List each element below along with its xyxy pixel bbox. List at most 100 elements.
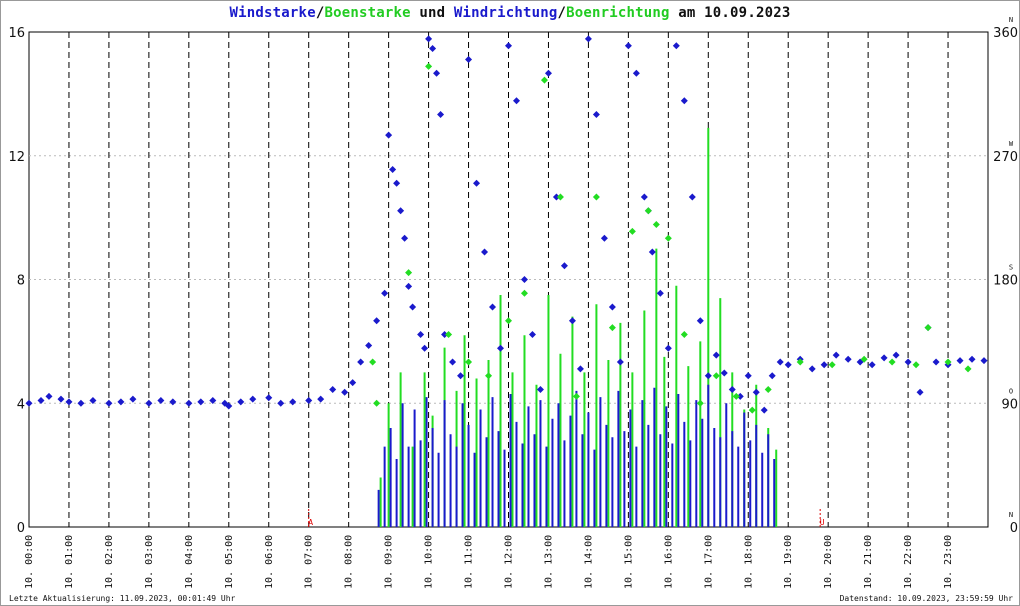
title-boenstarke: Boenstarke — [324, 5, 411, 21]
title-date: am 10.09.2023 — [669, 5, 791, 21]
series-windrichtung-point — [512, 97, 520, 105]
series-boenrichtung-point — [608, 324, 616, 332]
x-tick-label: 10. 16:00 — [663, 535, 674, 589]
series-windrichtung-point — [289, 398, 297, 406]
y-left-tick-label: 16 — [8, 26, 25, 41]
compass-label: N — [1009, 16, 1013, 24]
series-windrichtung-point — [401, 234, 409, 242]
series-windrichtung-point — [489, 303, 497, 311]
series-windrichtung-point — [329, 386, 337, 393]
series-windrichtung-point — [197, 398, 205, 406]
series-windrichtung-point — [616, 358, 624, 366]
series-windrichtung-point — [720, 369, 728, 377]
series-boenrichtung-point — [664, 234, 672, 242]
x-tick-label: 10. 14:00 — [583, 535, 594, 589]
series-windrichtung-point — [868, 361, 876, 369]
series-boenrichtung-point — [485, 372, 493, 380]
series-boenrichtung-point — [828, 361, 836, 369]
series-windrichtung-point — [105, 399, 113, 407]
series-boenrichtung-point — [696, 399, 704, 407]
series-windrichtung-point — [373, 317, 381, 325]
series-windrichtung-point — [880, 354, 888, 362]
series-windrichtung-point — [892, 351, 900, 359]
series-windrichtung-point — [481, 248, 489, 256]
series-boenrichtung-point — [369, 358, 377, 366]
series-windrichtung-point — [844, 355, 852, 363]
series-windrichtung-point — [624, 42, 632, 50]
series-windrichtung-point — [760, 406, 768, 414]
series-boenrichtung-point — [425, 62, 433, 70]
series-boenrichtung-point — [556, 193, 564, 201]
series-windrichtung-point — [640, 193, 648, 201]
series-windrichtung-point — [57, 395, 65, 403]
series-windrichtung-point — [25, 399, 33, 407]
sun-marker-label: A — [308, 518, 313, 527]
y-right-tick-label: 0 — [1010, 521, 1018, 536]
y-left-tick-label: 4 — [17, 397, 25, 412]
y-right-tick-label: 90 — [1001, 397, 1018, 412]
series-windrichtung-point — [497, 344, 505, 352]
x-tick-label: 10. 01:00 — [64, 535, 75, 589]
series-boenrichtung-point — [628, 227, 636, 235]
chart-title: Windstarke/Boenstarke und Windrichtung/B… — [1, 5, 1019, 21]
series-windrichtung-point — [820, 361, 828, 369]
series-windrichtung-point — [425, 35, 433, 43]
x-tick-label: 10. 11:00 — [464, 535, 475, 589]
series-windrichtung-point — [520, 276, 528, 283]
series-windrichtung-point — [37, 397, 45, 404]
series-boenrichtung-point — [944, 358, 952, 366]
series-windrichtung-point — [77, 399, 85, 407]
series-windrichtung-point — [632, 69, 640, 77]
series-windrichtung-point — [576, 365, 584, 373]
series-windrichtung-point — [736, 392, 744, 400]
series-windrichtung-point — [704, 372, 712, 380]
series-windrichtung-point — [584, 35, 592, 43]
series-windrichtung-point — [237, 398, 245, 406]
x-tick-label: 10. 18:00 — [743, 535, 754, 589]
series-windrichtung-point — [648, 248, 656, 256]
series-boenrichtung-point — [912, 361, 920, 369]
series-windrichtung-point — [600, 234, 608, 242]
series-windrichtung-point — [465, 56, 473, 63]
x-tick-label: 10. 23:00 — [943, 535, 954, 589]
series-windrichtung-point — [608, 303, 616, 311]
series-boenrichtung-point — [592, 193, 600, 201]
series-boenrichtung-point — [964, 365, 972, 373]
series-windrichtung-point — [381, 289, 389, 297]
title-und: und — [410, 5, 454, 21]
x-tick-label: 10. 21:00 — [863, 535, 874, 589]
series-windrichtung-point — [832, 351, 840, 359]
series-windrichtung-point — [433, 69, 441, 77]
series-windrichtung-point — [405, 282, 413, 290]
series-windrichtung-point — [457, 372, 465, 380]
series-windrichtung-point — [277, 399, 285, 407]
series-boenrichtung-point — [732, 392, 740, 400]
x-tick-label: 10. 05:00 — [224, 535, 235, 589]
series-windrichtung-point — [568, 317, 576, 325]
series-windrichtung-point — [385, 131, 393, 139]
series-windrichtung-point — [117, 398, 125, 406]
title-windstarke: Windstarke — [229, 5, 316, 21]
x-tick-label: 10. 00:00 — [24, 535, 35, 589]
series-windrichtung-point — [393, 179, 401, 187]
title-boenrichtung: Boenrichtung — [566, 5, 670, 21]
series-windrichtung-point — [209, 397, 217, 404]
series-windrichtung-point — [357, 358, 365, 366]
series-windrichtung-point — [421, 344, 429, 352]
series-boenrichtung-point — [748, 406, 756, 414]
x-tick-label: 10. 17:00 — [703, 535, 714, 589]
x-tick-label: 10. 12:00 — [504, 535, 515, 589]
compass-label: N — [1009, 511, 1013, 519]
series-windrichtung-point — [429, 45, 437, 52]
x-tick-label: 10. 09:00 — [384, 535, 395, 589]
series-windrichtung-point — [744, 372, 752, 380]
series-boenrichtung-point — [888, 358, 896, 366]
series-windrichtung-point — [904, 358, 912, 366]
y-right-tick-label: 270 — [993, 150, 1018, 165]
series-windrichtung-point — [680, 97, 688, 105]
series-boenrichtung-point — [405, 269, 413, 277]
series-boenrichtung-point — [860, 355, 868, 363]
footer-last-update: Letzte Aktualisierung: 11.09.2023, 00:01… — [9, 594, 236, 603]
series-windrichtung-point — [560, 262, 568, 270]
